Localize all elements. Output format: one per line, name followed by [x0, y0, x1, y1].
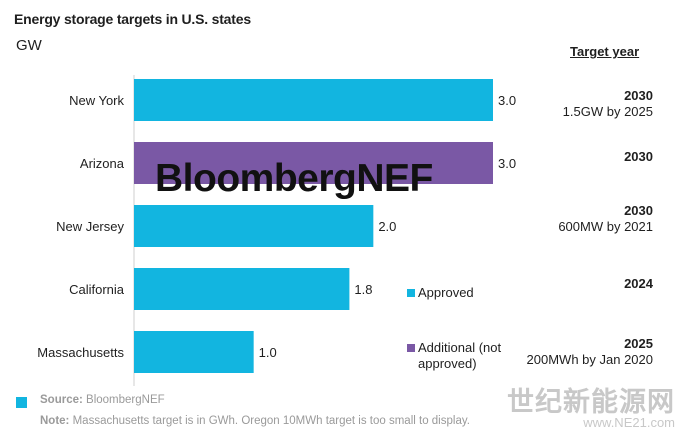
target-year: 2030	[624, 88, 653, 103]
target-year: 2025	[624, 336, 653, 351]
source-text: BloombergNEF	[86, 394, 165, 406]
target-year: 2024	[624, 276, 653, 291]
source-label: Source:	[40, 394, 83, 406]
category-label: California	[69, 282, 125, 297]
data-label: 1.0	[259, 345, 277, 360]
bar	[134, 79, 493, 121]
legend-label: Additional (not approved)	[418, 340, 502, 371]
target-note: 200MWh by Jan 2020	[526, 352, 653, 367]
note-line: Note: Massachusetts target is in GWh. Or…	[40, 415, 470, 427]
data-label: 3.0	[498, 156, 516, 171]
note-label: Note:	[40, 415, 70, 427]
legend-swatch-additional	[407, 344, 415, 352]
chart-title: Energy storage targets in U.S. states	[14, 11, 251, 27]
bloombergnef-watermark: BloombergNEF	[155, 157, 433, 200]
target-year: 2030	[624, 203, 653, 218]
target-note: 600MW by 2021	[558, 219, 653, 234]
bar	[134, 205, 374, 247]
data-label: 1.8	[354, 282, 372, 297]
site-watermark-cn: 世纪新能源网	[507, 387, 675, 417]
data-label: 3.0	[498, 93, 516, 108]
bar	[134, 142, 493, 184]
target-massachusetts: 2025 200MWh by Jan 2020	[527, 336, 653, 368]
unit-label: GW	[16, 37, 42, 54]
target-new-jersey: 2030 600MW by 2021	[558, 203, 653, 235]
bar	[134, 331, 254, 373]
site-watermark: 世纪新能源网 www.NE21.com	[507, 388, 675, 430]
bar	[134, 268, 350, 310]
site-watermark-url: www.NE21.com	[583, 415, 675, 430]
category-label: New York	[69, 93, 124, 108]
target-arizona: 2030	[624, 149, 653, 165]
target-california: 2024	[624, 276, 653, 292]
category-label: Massachusetts	[37, 345, 124, 360]
legend-label: Approved	[418, 285, 474, 300]
category-label: New Jersey	[56, 219, 124, 234]
target-year-header: Target year	[570, 44, 640, 59]
target-note: 1.5GW by 2025	[562, 104, 653, 119]
source-swatch	[16, 397, 27, 408]
target-new-york: 2030 1.5GW by 2025	[563, 88, 653, 120]
note-text: Massachusetts target is in GWh. Oregon 1…	[72, 415, 470, 427]
target-year: 2030	[624, 149, 653, 164]
data-label: 2.0	[378, 219, 396, 234]
legend-swatch-approved	[407, 289, 415, 297]
source-line: Source: BloombergNEF	[40, 394, 165, 406]
category-label: Arizona	[80, 156, 125, 171]
